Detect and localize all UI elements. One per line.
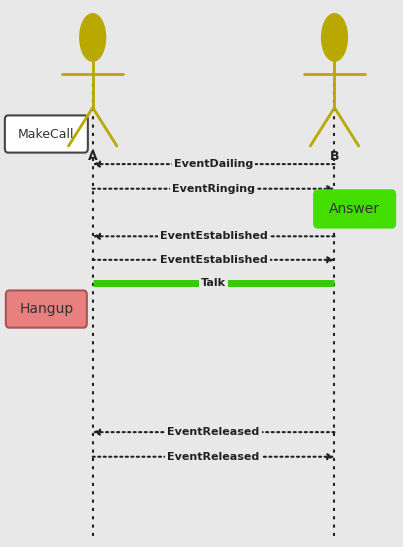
Text: EventReleased: EventReleased [168,452,260,462]
FancyBboxPatch shape [6,290,87,328]
Text: EventEstablished: EventEstablished [160,231,268,241]
Text: EventDailing: EventDailing [174,159,253,169]
Text: A: A [88,150,98,164]
Ellipse shape [80,14,106,61]
Text: Hangup: Hangup [19,302,73,316]
Text: EventEstablished: EventEstablished [160,255,268,265]
Text: Talk: Talk [201,278,226,288]
Text: MakeCall: MakeCall [18,127,75,141]
Text: EventRinging: EventRinging [172,184,255,194]
Text: B: B [330,150,339,164]
Ellipse shape [322,14,347,61]
Text: Answer: Answer [329,202,380,216]
Text: EventReleased: EventReleased [168,427,260,437]
FancyBboxPatch shape [314,190,395,228]
FancyBboxPatch shape [5,115,88,153]
